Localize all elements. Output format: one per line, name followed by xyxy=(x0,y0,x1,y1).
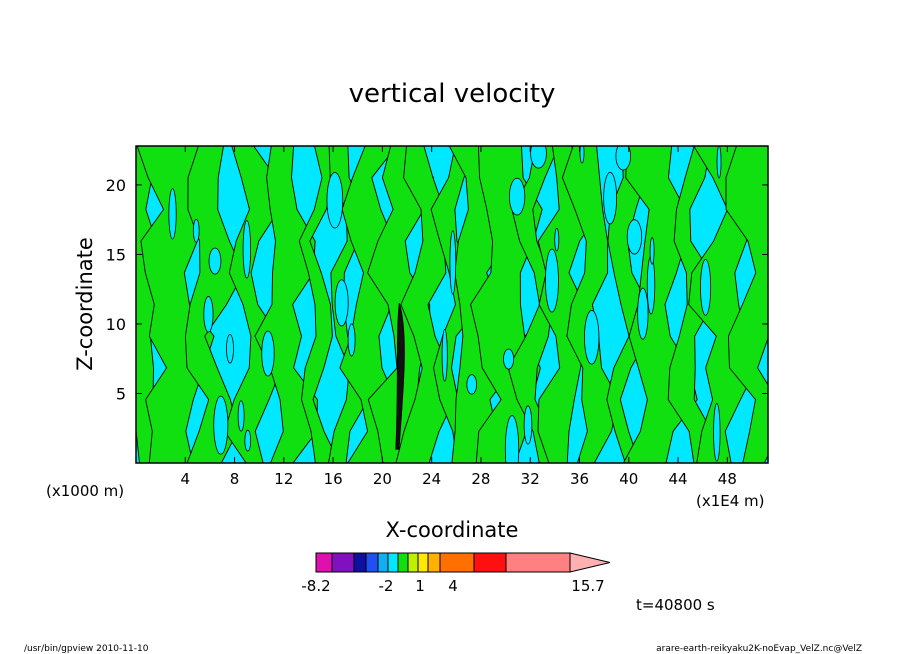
contour-blob xyxy=(615,146,632,171)
y-tick-label: 10 xyxy=(106,315,126,334)
colorbar-label: 15.7 xyxy=(571,577,604,595)
contour-blob xyxy=(503,348,515,370)
colorbar-swatch xyxy=(473,552,507,573)
y-tick-label: 20 xyxy=(106,176,126,195)
contour-blob xyxy=(700,259,712,316)
x-tick-label: 16 xyxy=(324,470,343,488)
contour-blob xyxy=(242,220,252,279)
colorbar-swatch xyxy=(365,552,379,573)
colorbar-swatch xyxy=(377,552,389,573)
contour-blob xyxy=(213,395,229,455)
contour-region xyxy=(725,146,768,463)
colorbar-arrow xyxy=(569,552,611,573)
contour-blob xyxy=(508,177,526,216)
contour-blob xyxy=(449,230,457,295)
x-tick-label: 8 xyxy=(230,470,240,488)
x-tick-label: 20 xyxy=(373,470,392,488)
colorbar-swatch xyxy=(353,552,367,573)
contour-region xyxy=(298,146,340,463)
x-tick-label: 36 xyxy=(570,470,589,488)
contour-blob xyxy=(716,146,722,179)
colorbar-swatch xyxy=(407,552,419,573)
colorbar-label: 1 xyxy=(415,577,425,595)
contour-blob xyxy=(226,334,234,364)
contour-blob xyxy=(523,405,533,445)
colorbar-swatch xyxy=(387,552,399,573)
contour-blob xyxy=(203,296,214,333)
contour-blob xyxy=(466,374,478,395)
footer-left: /usr/bin/gpview 2010-11-10 xyxy=(24,644,149,654)
colorbar-swatch xyxy=(331,552,355,573)
contour-blob xyxy=(347,323,356,357)
colorbar-label: -2 xyxy=(379,577,394,595)
contour-blob xyxy=(326,172,344,229)
x-tick-label: 12 xyxy=(274,470,293,488)
contour-fill-layer xyxy=(136,146,768,463)
contour-region xyxy=(430,146,482,463)
x-axis-ticks: 4 8 12 16 20 24 28 32 36 40 44 48 xyxy=(181,146,737,488)
colorbar-swatch xyxy=(417,552,429,573)
contour-blob xyxy=(713,403,721,462)
plot-frame xyxy=(135,145,769,464)
contour-region xyxy=(606,146,650,463)
x-tick-label: 32 xyxy=(521,470,540,488)
contour-blob xyxy=(334,279,349,327)
contour-blob xyxy=(637,287,649,340)
colorbar xyxy=(315,552,611,573)
x-tick-label: 48 xyxy=(718,470,737,488)
colorbar-swatch xyxy=(427,552,441,573)
contour-blob xyxy=(168,188,177,240)
x-tick-label: 4 xyxy=(181,470,191,488)
contour-blob xyxy=(244,429,252,452)
updraft-core-shape xyxy=(395,302,405,450)
colorbar-label: -8.2 xyxy=(301,577,330,595)
contour-blob xyxy=(579,146,585,164)
chart-title: vertical velocity xyxy=(349,79,556,109)
footer-right: arare-earth-reikyaku2K-noEvap_VelZ.nc@Ve… xyxy=(656,644,862,654)
contour-blob xyxy=(646,255,656,315)
contour-region xyxy=(507,146,560,463)
contour-blob xyxy=(584,310,600,365)
contour-region xyxy=(224,146,283,463)
contour-region xyxy=(184,146,245,463)
y-tick-label: 5 xyxy=(116,384,126,403)
contour-blob xyxy=(192,218,200,243)
colorbar-swatch xyxy=(315,552,333,573)
contour-blob xyxy=(626,219,643,255)
contour-blob xyxy=(237,400,245,432)
contour-blob xyxy=(554,227,560,252)
colorbar-labels: -8.2 -2 1 4 15.7 xyxy=(301,577,604,595)
colorbar-swatch xyxy=(439,552,475,573)
x-tick-label: 40 xyxy=(619,470,638,488)
contour-blob xyxy=(504,415,520,463)
updraft-core xyxy=(395,302,405,450)
contour-blob xyxy=(441,328,448,382)
x-unit-right: (x1E4 m) xyxy=(696,492,765,510)
x-tick-label: 28 xyxy=(471,470,490,488)
time-label: t=40800 s xyxy=(636,596,715,614)
x-tick-label: 24 xyxy=(422,470,441,488)
y-axis-ticks: 5 10 15 20 xyxy=(106,176,768,403)
x-tick-label: 44 xyxy=(669,470,688,488)
x-unit-left: (x1000 m) xyxy=(46,482,124,500)
x-axis-label: X-coordinate xyxy=(386,518,519,542)
contour-blob xyxy=(649,237,655,265)
contour-blob xyxy=(603,171,618,225)
colorbar-label: 4 xyxy=(448,577,458,595)
contour-blob xyxy=(261,330,275,377)
contour-blob xyxy=(208,247,222,275)
colorbar-swatch xyxy=(397,552,409,573)
contour-blob xyxy=(545,248,559,313)
y-axis-label: Z-coordinate xyxy=(73,237,97,371)
colorbar-swatch xyxy=(505,552,571,573)
contour-blob xyxy=(530,146,547,169)
plot-area xyxy=(136,146,768,463)
y-tick-label: 15 xyxy=(106,245,126,264)
